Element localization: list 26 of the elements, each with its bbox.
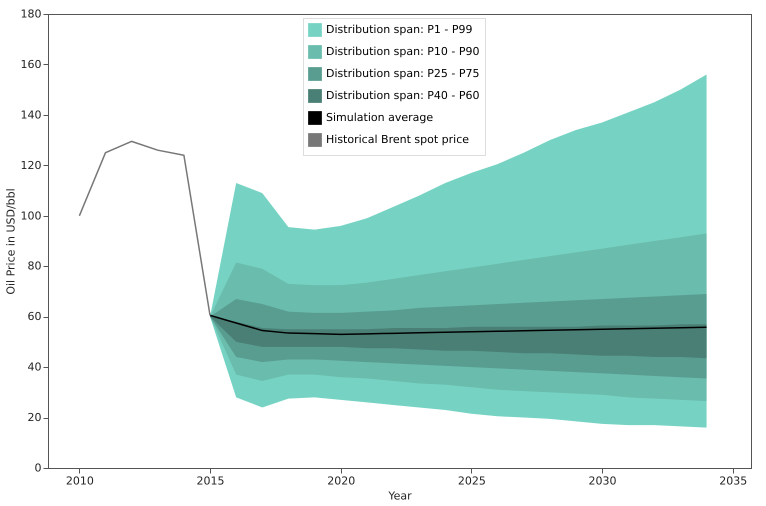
y-tick-label: 80 [28,260,42,273]
legend-label: Distribution span: P10 - P90 [326,45,480,58]
legend-label: Distribution span: P40 - P60 [326,89,480,102]
y-tick-label: 160 [20,58,42,71]
x-tick-label: 2010 [66,474,94,488]
line-series [209,314,708,336]
legend-label: Simulation average [326,111,434,124]
y-tick-label: 40 [28,360,42,374]
y-tick-label: 100 [20,209,42,222]
y-tick-label: 120 [20,158,42,172]
line-series [78,140,211,316]
x-axis-title: Year [387,490,412,502]
x-tick-label: 2020 [327,474,356,488]
x-tick-label: 2025 [458,474,486,488]
x-tick-label: 2035 [719,474,748,488]
x-tick-label: 2015 [196,474,225,488]
x-tick-label: 2030 [588,474,617,488]
y-tick-label: 20 [28,411,42,424]
y-tick-label: 180 [20,8,42,20]
y-tick-label: 0 [34,462,42,474]
y-tick-label: 140 [20,108,42,122]
legend-label: Distribution span: P25 - P75 [326,67,480,80]
legend-label: Distribution span: P1 - P99 [326,23,473,36]
y-tick-label: 60 [28,310,42,324]
legend-label: Historical Brent spot price [326,133,470,146]
y-axis-title: Oil Price in USD/bbl [4,188,18,295]
